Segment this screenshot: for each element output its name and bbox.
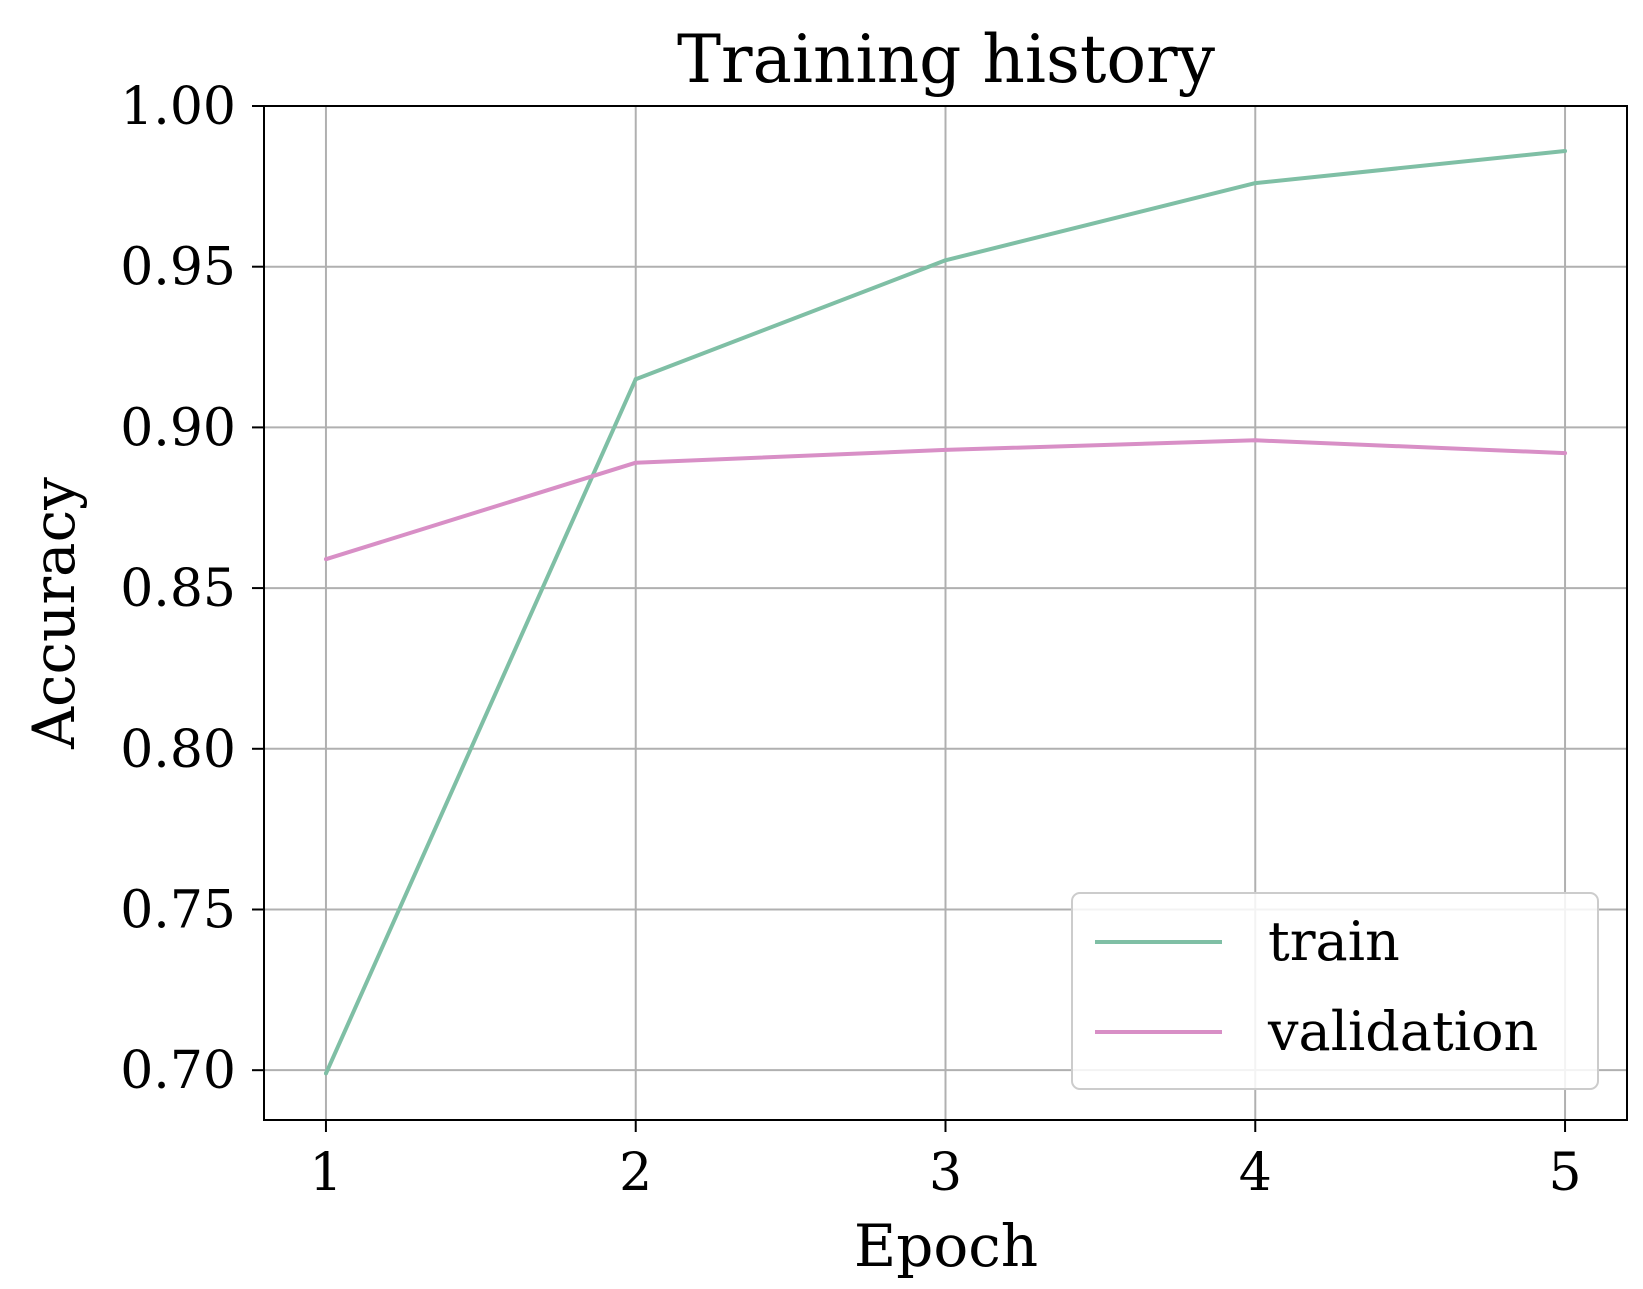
- data-point-train: [1253, 181, 1258, 186]
- data-point-train: [633, 377, 638, 382]
- data-point-validation: [1253, 438, 1258, 443]
- legend-label-train: train: [1268, 910, 1400, 973]
- legend: train validation: [1071, 892, 1599, 1090]
- data-point-validation: [633, 460, 638, 465]
- y-tick-label: 0.80: [120, 720, 236, 780]
- x-tick-label: 2: [619, 1143, 652, 1203]
- y-tick-label: 0.85: [120, 559, 236, 619]
- data-point-validation: [943, 447, 948, 452]
- data-point-validation: [323, 557, 328, 562]
- chart-title: Training history: [677, 21, 1216, 98]
- legend-label-validation: validation: [1267, 1000, 1538, 1063]
- y-tick-label: 0.90: [120, 398, 236, 458]
- x-tick-label: 4: [1239, 1143, 1272, 1203]
- x-axis-label: Epoch: [854, 1212, 1038, 1280]
- y-tick-label: 0.75: [120, 880, 236, 940]
- data-point-train: [1563, 148, 1568, 153]
- y-tick-label: 0.95: [120, 238, 236, 298]
- x-tick-label: 3: [929, 1143, 962, 1203]
- y-axis-label: Accuracy: [20, 477, 88, 750]
- y-tick-label: 0.70: [120, 1041, 236, 1101]
- data-point-validation: [1563, 451, 1568, 456]
- y-axis-ticks: 0.70 0.75 0.80 0.85 0.90 0.95 1.00: [120, 77, 264, 1101]
- y-tick-label: 1.00: [120, 77, 236, 137]
- series-lines: [323, 148, 1568, 1076]
- x-axis-ticks: 1 2 3 4 5: [309, 1120, 1582, 1203]
- data-point-train: [943, 258, 948, 263]
- x-tick-label: 5: [1548, 1143, 1581, 1203]
- x-tick-label: 1: [309, 1143, 342, 1203]
- data-point-train: [323, 1071, 328, 1076]
